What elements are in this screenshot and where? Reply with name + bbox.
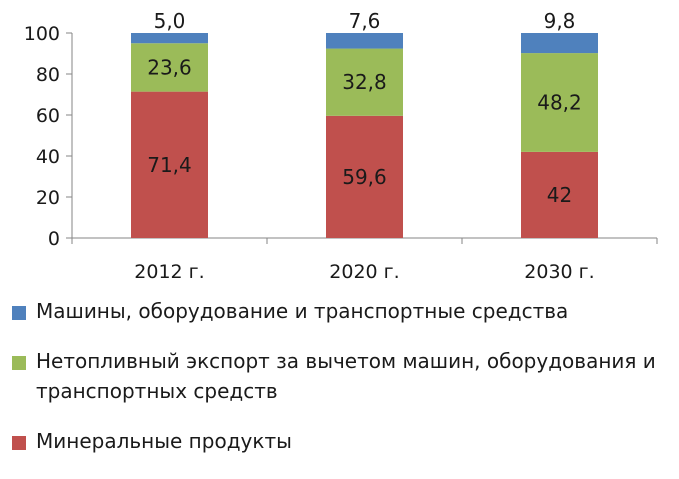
legend-item-machines: Машины, оборудование и транспортные сред…	[12, 296, 676, 326]
legend-label-machines: Машины, оборудование и транспортные сред…	[36, 299, 569, 323]
legend-label-mineral-products: Минеральные продукты	[36, 429, 292, 453]
y-tick-label: 40	[36, 146, 60, 168]
data-label: 42	[547, 183, 572, 207]
legend-label-nonfuel-export: Нетопливный экспорт за вычетом машин, об…	[36, 349, 656, 403]
data-label: 71,4	[147, 153, 192, 177]
bar-segment	[326, 33, 403, 49]
legend-item-nonfuel-export: Нетопливный экспорт за вычетом машин, об…	[12, 346, 676, 406]
legend: Машины, оборудование и транспортные сред…	[12, 296, 676, 456]
data-label: 7,6	[349, 9, 381, 33]
y-tick-label: 80	[36, 64, 60, 86]
x-tick-label: 2012 г.	[134, 261, 204, 283]
data-label: 59,6	[342, 165, 387, 189]
x-tick-label: 2020 г.	[329, 261, 399, 283]
y-tick-label: 100	[24, 23, 60, 45]
bar-segment	[521, 33, 598, 54]
bar-segment	[131, 33, 208, 44]
legend-swatch-nonfuel-export	[12, 356, 26, 370]
data-label: 5,0	[154, 9, 186, 33]
legend-swatch-machines	[12, 306, 26, 320]
bar-segment	[131, 91, 208, 238]
bar-segment	[131, 43, 208, 92]
data-label: 32,8	[342, 70, 387, 94]
legend-swatch-mineral-products	[12, 436, 26, 450]
y-tick-label: 0	[48, 228, 60, 250]
x-tick-label: 2030 г.	[524, 261, 594, 283]
data-label: 23,6	[147, 55, 192, 79]
bar-segment	[326, 48, 403, 116]
data-label: 9,8	[544, 9, 576, 33]
legend-item-mineral-products: Минеральные продукты	[12, 426, 676, 456]
y-tick-label: 60	[36, 105, 60, 127]
bar-segment	[326, 115, 403, 238]
bar-segment	[521, 53, 598, 152]
stacked-bar-chart: 0 20 40 60 80 100 71,4 23,6 5,0 2012 г. 59,6 32,8 7,…	[24, 9, 658, 283]
y-tick-label: 20	[36, 187, 60, 209]
bar-segment	[521, 151, 598, 238]
data-label: 48,2	[537, 90, 582, 114]
